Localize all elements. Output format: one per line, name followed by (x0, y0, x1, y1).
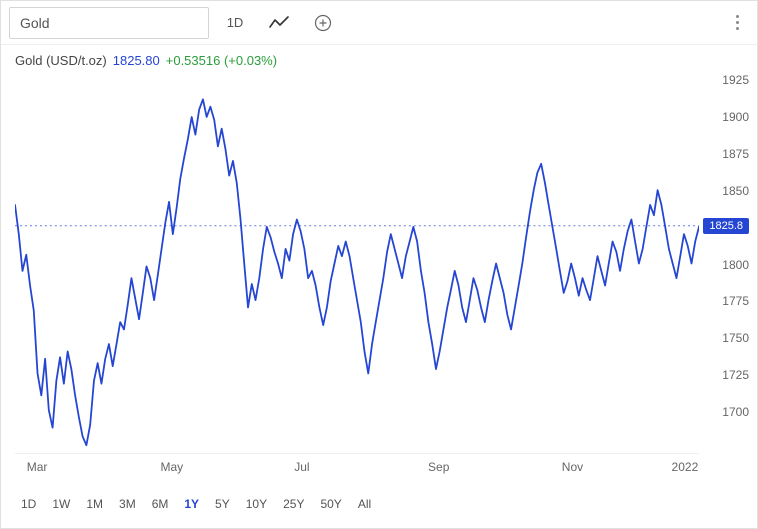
x-tick-label: 2022 (672, 460, 699, 474)
range-button-6m[interactable]: 6M (146, 493, 175, 515)
y-tick-label: 1800 (722, 258, 749, 272)
price-info-row: Gold (USD/t.oz) 1825.80 +0.53516 (+0.03%… (1, 45, 757, 70)
range-button-1d[interactable]: 1D (15, 493, 42, 515)
add-indicator-button[interactable] (305, 7, 341, 39)
x-tick-label: Sep (428, 460, 449, 474)
y-tick-label: 1725 (722, 368, 749, 382)
y-tick-label: 1850 (722, 184, 749, 198)
price-change: +0.53516 (+0.03%) (166, 53, 277, 68)
range-button-all[interactable]: All (352, 493, 377, 515)
x-tick-label: Jul (294, 460, 309, 474)
x-tick-label: Nov (562, 460, 583, 474)
range-button-1w[interactable]: 1W (46, 493, 76, 515)
x-tick-label: May (160, 460, 183, 474)
range-button-50y[interactable]: 50Y (314, 493, 347, 515)
current-price-tag: 1825.8 (703, 218, 749, 234)
range-button-1m[interactable]: 1M (80, 493, 109, 515)
symbol-input[interactable] (9, 7, 209, 39)
chart-plot-area[interactable] (15, 73, 699, 454)
y-tick-label: 1750 (722, 331, 749, 345)
x-axis: Mar May Jul Sep Nov 2022 (15, 460, 699, 480)
interval-button[interactable]: 1D (217, 7, 253, 39)
y-tick-label: 1775 (722, 294, 749, 308)
more-menu-button[interactable] (725, 9, 749, 36)
range-button-25y[interactable]: 25Y (277, 493, 310, 515)
range-selector: 1D1W1M3M6M1Y5Y10Y25Y50YAll (15, 488, 743, 520)
range-button-5y[interactable]: 5Y (209, 493, 236, 515)
plus-circle-icon (314, 14, 332, 32)
toolbar: 1D (1, 1, 757, 45)
x-tick-label: Mar (27, 460, 48, 474)
y-tick-label: 1875 (722, 147, 749, 161)
range-button-10y[interactable]: 10Y (240, 493, 273, 515)
price-series-line (15, 99, 699, 445)
y-tick-label: 1925 (722, 73, 749, 87)
y-tick-label: 1700 (722, 405, 749, 419)
range-button-3m[interactable]: 3M (113, 493, 142, 515)
range-button-1y[interactable]: 1Y (178, 493, 205, 515)
line-chart-icon (269, 16, 289, 30)
chart-widget: 1D Gold (USD/t.oz) 1825.80 +0.53516 (+0.… (0, 0, 758, 529)
interval-label: 1D (227, 15, 244, 30)
symbol-label: Gold (USD/t.oz) (15, 53, 107, 68)
y-axis: 1700172517501775180018251850187519001925 (701, 73, 749, 454)
y-tick-label: 1900 (722, 110, 749, 124)
chart-style-button[interactable] (261, 7, 297, 39)
price-value: 1825.80 (113, 53, 160, 68)
